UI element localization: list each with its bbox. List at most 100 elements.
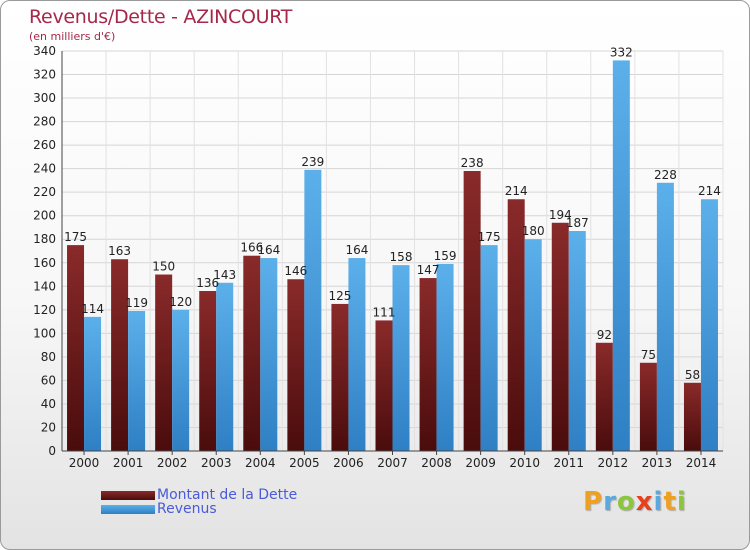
data-label-revenus: 159 [434,249,457,263]
data-label-dette: 238 [461,156,484,170]
bar-revenus [436,263,454,451]
data-label-revenus: 158 [390,250,413,264]
data-label-revenus: 332 [610,45,633,59]
data-label-revenus: 143 [213,268,236,282]
x-tick-label: 2009 [465,456,496,470]
y-tick-label: 260 [33,138,56,152]
bar-dette [287,279,305,451]
data-label-revenus: 164 [257,243,280,257]
x-tick-label: 2013 [642,456,673,470]
legend-item-revenus: Revenus [101,501,217,517]
bar-revenus [260,258,278,451]
legend-label-revenus: Revenus [157,501,217,517]
bar-dette [67,245,85,451]
bars-layer [67,60,718,451]
bar-revenus [128,311,146,451]
bar-dette [375,320,393,451]
x-tick-label: 2001 [113,456,144,470]
x-tick-label: 2000 [69,456,100,470]
x-tick-label: 2011 [553,456,584,470]
bar-dette [199,291,217,451]
bar-dette [595,342,613,451]
data-label-revenus: 119 [125,296,148,310]
data-label-dette: 214 [505,184,528,198]
bar-dette [683,382,701,451]
y-tick-label: 220 [33,185,56,199]
bar-revenus [524,239,542,451]
x-tick-label: 2003 [201,456,232,470]
legend-label-dette: Montant de la Dette [157,487,298,503]
bar-dette [243,255,261,451]
data-label-dette: 75 [641,348,656,362]
proxiti-logo: Proxiti [583,487,687,517]
legend-item-dette: Montant de la Dette [101,487,297,503]
y-tick-label: 80 [41,350,56,364]
y-tick-label: 0 [48,444,56,458]
data-label-dette: 175 [64,230,87,244]
logo-letter: o [616,487,636,517]
y-tick-label: 340 [33,44,56,58]
bar-revenus [348,258,366,451]
legend-swatch-revenus [101,504,155,514]
y-tick-label: 240 [33,162,56,176]
x-tick-label: 2010 [509,456,540,470]
bar-revenus [392,265,410,451]
axis-layer: 0 20 40 60 80 100 120 140 160 180 200 220 240 260 280 3… [33,44,723,470]
bar-revenus [568,231,586,451]
bar-revenus [216,282,234,451]
data-label-revenus: 120 [169,295,192,309]
data-label-dette: 146 [284,264,307,278]
y-tick-label: 280 [33,115,56,129]
chart-title: Revenus/Dette - AZINCOURT [29,6,293,28]
logo-letter: i [676,487,687,517]
y-tick-label: 180 [33,232,56,246]
bar-revenus [304,169,322,451]
data-label-dette: 150 [152,260,175,274]
logo-letter: t [663,487,677,517]
x-tick-label: 2005 [289,456,320,470]
y-tick-label: 160 [33,256,56,270]
bar-dette [155,274,173,451]
bar-dette [331,303,349,451]
legend-swatch-dette [101,490,155,500]
y-tick-label: 140 [33,279,56,293]
data-label-revenus: 175 [478,230,501,244]
bar-revenus [700,199,718,451]
x-tick-label: 2006 [333,456,364,470]
data-label-dette: 111 [373,305,396,319]
x-tick-label: 2014 [686,456,717,470]
data-label-dette: 92 [597,328,612,342]
y-tick-label: 120 [33,303,56,317]
bar-dette [639,362,657,451]
bar-revenus [612,60,630,451]
data-label-dette: 125 [328,289,351,303]
x-tick-label: 2004 [245,456,276,470]
bar-dette [507,199,525,451]
y-tick-label: 300 [33,91,56,105]
bar-revenus [84,316,102,451]
bar-revenus [172,309,190,451]
data-label-revenus: 187 [566,216,589,230]
y-tick-label: 320 [33,68,56,82]
data-label-revenus: 180 [522,224,545,238]
data-label-dette: 166 [240,241,263,255]
x-tick-label: 2002 [157,456,188,470]
logo-letter: x [635,487,654,517]
data-label-revenus: 228 [654,168,677,182]
data-label-dette: 58 [685,368,700,382]
data-label-dette: 163 [108,244,131,258]
labels-layer: 1751141631191501201361431661641462391251… [64,45,721,381]
bar-dette [419,278,437,451]
logo-letter: r [603,487,617,517]
chart-subtitle: (en milliers d'€) [29,30,116,43]
data-label-revenus: 239 [301,155,324,169]
y-tick-label: 100 [33,326,56,340]
x-tick-label: 2012 [598,456,629,470]
data-label-revenus: 164 [345,243,368,257]
bar-dette [111,259,129,451]
x-tick-label: 2007 [377,456,408,470]
bar-revenus [480,245,498,451]
y-tick-label: 200 [33,209,56,223]
